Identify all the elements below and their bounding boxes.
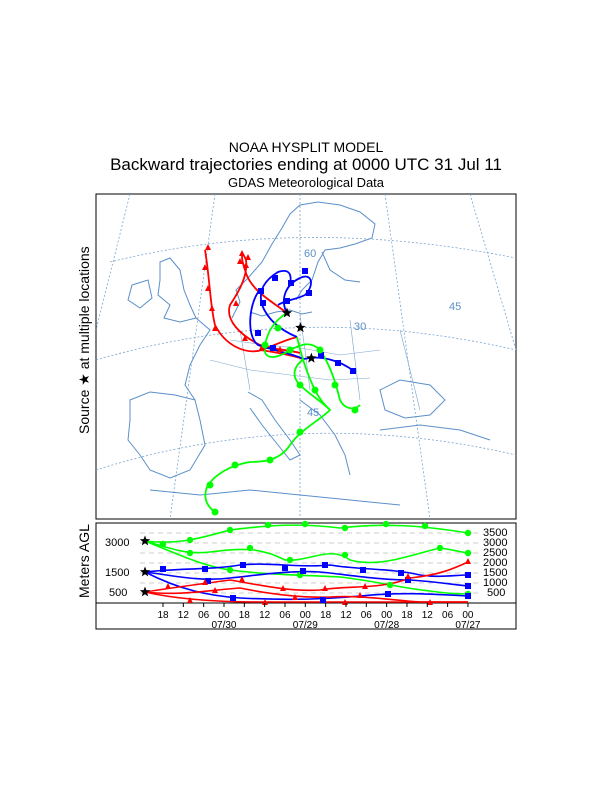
height-profile-panel: 3000 1500 500 3500 3000 2500 2000 1500 1… — [95, 520, 517, 631]
red-markers — [202, 244, 283, 352]
meridian-a — [95, 193, 131, 331]
meridian-e — [469, 193, 517, 351]
hour-tick-label-4: 18 — [239, 610, 251, 621]
grat-label-45-east: 45 — [449, 301, 461, 313]
trajectory-red-2 — [204, 249, 298, 353]
date-tick-label-3: 07/27 — [455, 620, 480, 631]
ireland-coast — [127, 279, 153, 309]
balkans-coast — [299, 399, 351, 476]
grat-label-30: 30 — [354, 321, 366, 333]
left-height-label-500: 500 — [109, 587, 127, 599]
hour-tick-label-0: 18 — [157, 610, 169, 621]
trajectory-title: Backward trajectories ending at 0000 UTC… — [110, 155, 502, 174]
trajectory-blue-1 — [277, 275, 312, 314]
parallel-60 — [109, 237, 517, 263]
right-height-label-500: 500 — [487, 587, 505, 599]
africa-coast — [149, 489, 401, 506]
height-blue-markers — [160, 562, 471, 603]
hour-tick-label-5: 12 — [259, 610, 271, 621]
meridian-d — [384, 193, 431, 520]
model-title: NOAA HYSPLIT MODEL — [228, 139, 384, 155]
height-start-star-2 — [139, 586, 151, 597]
height-red-markers — [165, 558, 471, 605]
italy-coast — [247, 391, 301, 461]
height-start-star-1 — [139, 566, 151, 577]
right-height-label-1000: 1000 — [483, 577, 507, 589]
hour-tick-label-9: 12 — [340, 610, 352, 621]
date-tick-label-1: 07/29 — [293, 620, 318, 631]
data-source-title: GDAS Meteorological Data — [227, 175, 385, 190]
date-tick-label-2: 07/28 — [374, 620, 399, 631]
trajectory-green-1 — [263, 312, 361, 410]
hour-tick-label-15: 00 — [462, 610, 474, 621]
parallel-30 — [95, 432, 517, 471]
right-height-label-2000: 2000 — [483, 557, 507, 569]
height-green-high — [144, 524, 469, 543]
source-star-0 — [281, 307, 293, 318]
hour-tick-label-10: 06 — [361, 610, 373, 621]
source-star-1 — [295, 322, 306, 333]
scandinavia-coast — [231, 201, 376, 319]
right-height-label-2500: 2500 — [483, 547, 507, 559]
finland-coast — [321, 251, 361, 283]
height-red-high — [144, 561, 469, 593]
france-coast — [184, 317, 211, 401]
coastlines — [127, 201, 491, 506]
height-green-low — [144, 540, 469, 595]
hour-tick-label-2: 06 — [198, 610, 210, 621]
height-blue-high — [144, 563, 469, 578]
hour-tick-label-14: 06 — [442, 610, 454, 621]
iberia-coast — [127, 391, 206, 479]
britain-coast — [157, 257, 197, 323]
hour-tick-label-3: 00 — [218, 610, 230, 621]
trajectory-map: 60 30 45 45 — [95, 193, 517, 520]
hour-tick-label-11: 00 — [381, 610, 393, 621]
meridian-b — [169, 193, 216, 520]
height-blue-low — [144, 571, 469, 601]
hour-tick-label-13: 12 — [422, 610, 434, 621]
source-star-2 — [306, 352, 317, 363]
blue-markers — [255, 268, 356, 374]
turkey-coast — [379, 424, 491, 441]
grat-label-45-south: 45 — [307, 407, 319, 419]
grat-label-60: 60 — [304, 248, 316, 260]
right-height-label-1500: 1500 — [483, 567, 507, 579]
left-height-label-3000: 3000 — [105, 537, 129, 549]
blacksea-coast — [379, 379, 446, 419]
parallel-45 — [95, 326, 517, 361]
height-start-star-0 — [139, 535, 151, 546]
hour-tick-label-12: 18 — [401, 610, 413, 621]
hour-tick-label-8: 18 — [320, 610, 332, 621]
right-height-label-3000: 3000 — [483, 537, 507, 549]
hour-tick-label-1: 12 — [178, 610, 190, 621]
hour-tick-label-6: 06 — [279, 610, 291, 621]
graticule-lines — [95, 193, 517, 520]
date-tick-label-0: 07/30 — [211, 620, 236, 631]
height-blue-mid — [144, 570, 469, 587]
right-height-label-3500: 3500 — [483, 527, 507, 539]
left-height-label-1500: 1500 — [105, 567, 129, 579]
green-markers — [206, 324, 359, 516]
hour-tick-label-7: 00 — [300, 610, 312, 621]
